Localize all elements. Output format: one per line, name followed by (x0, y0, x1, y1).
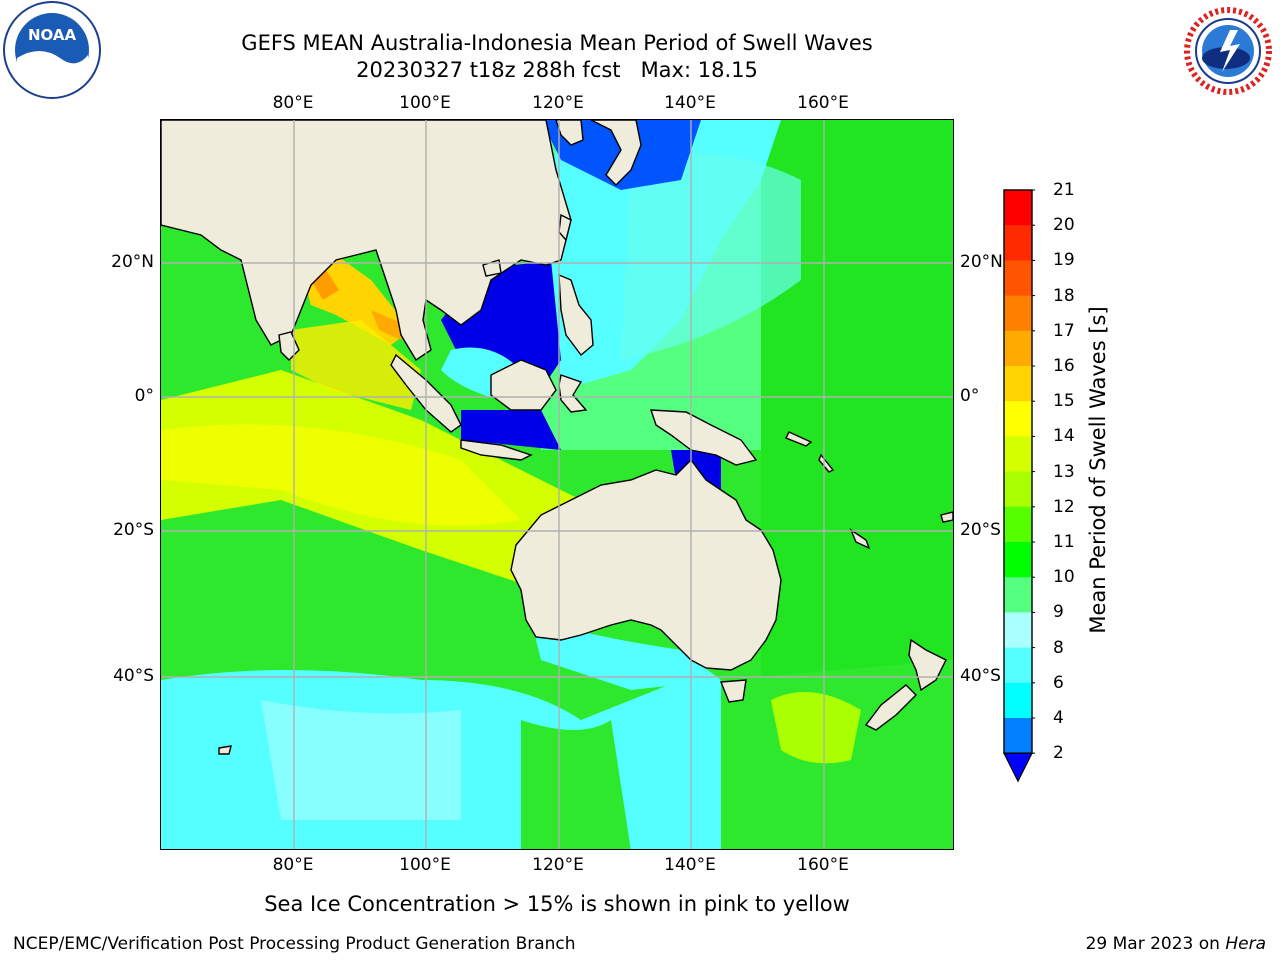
ocean-field-cyan-aus-south (531, 620, 721, 690)
colorbar-segment (1004, 295, 1032, 332)
nws-logo (1178, 4, 1278, 98)
land-solomon (785, 431, 813, 447)
colorbar-tick-label: 9 (1053, 602, 1064, 623)
colorbar-segment (1004, 506, 1032, 543)
date-text: 29 Mar 2023 on Hera (1086, 934, 1266, 954)
svg-text:NOAA: NOAA (28, 26, 77, 44)
colorbar-tick-label: 19 (1053, 250, 1075, 271)
ocean-field-south-cyan (161, 670, 781, 849)
ocean-field-lightcyan (621, 153, 801, 360)
colorbar-segment (1004, 612, 1032, 649)
lat-label-left: 0° (134, 386, 154, 406)
colorbar-tick-label: 6 (1053, 672, 1064, 693)
colorbar-tick-label: 18 (1053, 285, 1075, 306)
ocean-field-orange3 (371, 310, 406, 340)
colorbar-segment (1004, 577, 1032, 613)
ocean-field-blue-java (461, 410, 561, 450)
date-value: 29 Mar 2023 on (1085, 934, 1226, 954)
host-name: Hera (1225, 934, 1266, 954)
lon-label-bottom: 80°E (272, 855, 314, 875)
ocean-field-yellow-bay (291, 320, 421, 410)
lon-label-top: 120°E (532, 93, 584, 113)
land-kerguelen (218, 745, 232, 755)
colorbar-tick-label: 13 (1053, 461, 1075, 482)
credit-text: NCEP/EMC/Verification Post Processing Pr… (13, 934, 576, 954)
ocean-field-south-lightcyan (261, 700, 461, 820)
colorbar-segment (1004, 401, 1032, 437)
lon-label-top: 100°E (399, 93, 451, 113)
colorbar-segment (1004, 260, 1032, 297)
land-fiji (940, 511, 953, 523)
colorbar-segment (1004, 542, 1032, 578)
colorbar-segment (1004, 718, 1032, 754)
chart-title: GEFS MEAN Australia-Indonesia Mean Perio… (241, 31, 873, 55)
land-asia (161, 120, 572, 361)
colorbar-segment (1004, 366, 1032, 402)
lat-label-right: 20°N (960, 252, 1003, 272)
ocean-field-yellow2 (161, 424, 521, 526)
colorbar-tick-label: 16 (1053, 356, 1075, 376)
colorbar-tick-label: 14 (1053, 426, 1075, 447)
land-new-guinea (650, 409, 758, 466)
land-new-caledonia (849, 528, 871, 550)
land (161, 120, 953, 755)
ocean-field-south-green (521, 720, 631, 849)
land-japan (590, 120, 642, 186)
lat-label-left: 20°N (111, 252, 154, 272)
colorbar-tick-label: 11 (1053, 532, 1075, 552)
lon-label-bottom: 100°E (399, 855, 451, 875)
lat-label-right: 0° (960, 386, 980, 406)
colorbar-segment (1004, 436, 1032, 473)
colorbar-tick-label: 4 (1053, 708, 1064, 728)
colorbar-tick-label: 17 (1053, 320, 1075, 341)
colorbar-segment (1004, 330, 1032, 367)
colorbar-tick-label: 2 (1053, 743, 1064, 764)
lon-label-top: 80°E (272, 93, 314, 113)
colorbar (1003, 188, 1035, 788)
chart-subtitle: 20230327 t18z 288h fcst Max: 18.15 (356, 58, 758, 82)
colorbar-segment (1004, 647, 1032, 684)
land-vanuatu (818, 453, 835, 473)
land-korea (555, 120, 584, 146)
colorbar-tick-label: 15 (1053, 391, 1075, 412)
lon-label-top: 140°E (664, 93, 716, 113)
land-java (460, 439, 533, 461)
lon-label-bottom: 140°E (664, 855, 716, 875)
colorbar-tick-label: 12 (1053, 496, 1075, 517)
colorbar-segment (1004, 225, 1032, 261)
colorbar-tick-label: 8 (1053, 637, 1064, 658)
colorbar-segment (1004, 190, 1032, 226)
colorbar-segment (1004, 682, 1032, 719)
noaa-logo: NOAA (0, 0, 104, 104)
sea-ice-note: Sea Ice Concentration > 15% is shown in … (264, 892, 850, 916)
colorbar-segment (1004, 471, 1032, 508)
land-australia (510, 458, 782, 671)
lat-label-left: 20°S (113, 520, 154, 540)
land-philippines (558, 273, 594, 357)
lon-label-bottom: 120°E (532, 855, 584, 875)
colorbar-extend-triangle (1003, 752, 1033, 783)
colorbar-tick-label: 20 (1053, 215, 1075, 236)
map-plot-area (160, 119, 954, 850)
colorbar-label: Mean Period of Swell Waves [s] (1086, 306, 1110, 634)
lon-label-bottom: 160°E (797, 855, 849, 875)
graticule (161, 120, 953, 849)
lat-label-right: 40°S (960, 666, 1001, 686)
land-tasmania (719, 679, 747, 703)
land-hainan (482, 259, 502, 277)
lon-label-top: 160°E (797, 93, 849, 113)
colorbar-tick-label: 21 (1053, 180, 1075, 200)
land-new-zealand-south (864, 684, 917, 731)
ocean-field-yellow-tasman (771, 692, 861, 764)
lat-label-left: 40°S (113, 666, 154, 686)
colorbar-tick-label: 10 (1053, 567, 1075, 588)
lat-label-right: 20°S (960, 520, 1001, 540)
